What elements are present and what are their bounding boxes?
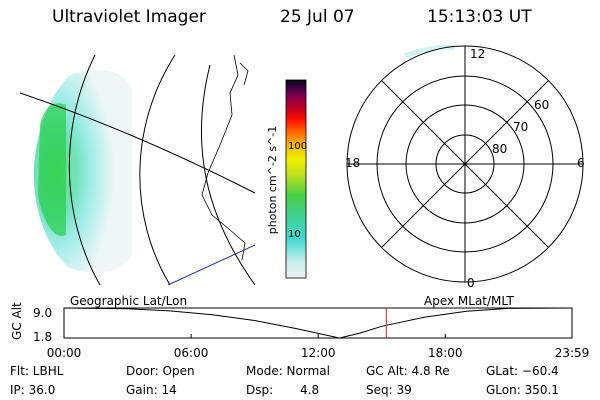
meridian-line xyxy=(201,64,255,285)
meridian-line xyxy=(68,54,101,285)
info-door: Door: Open xyxy=(126,364,195,378)
mlt-label-18: 18 xyxy=(345,156,361,170)
colorbar-tick-10-label: 10 xyxy=(288,229,301,240)
gc-alt-timeline: 00:00 06:00 12:00 18:00 23:59 xyxy=(47,307,590,360)
info-glat: GLat: −60.4 xyxy=(486,364,559,378)
gc-alt-series-line xyxy=(63,307,573,339)
info-mode: Mode: Normal xyxy=(246,364,330,378)
mlt-label-6: 6 xyxy=(577,156,585,170)
colorbar-label: photon cm^-2 s^-1 xyxy=(266,126,279,235)
observation-time: 15:13:03 UT xyxy=(427,7,532,27)
parallel-line xyxy=(20,92,255,194)
aurora-core xyxy=(38,103,66,237)
coastline xyxy=(239,62,249,86)
timeline-tick-label: 18:00 xyxy=(428,346,463,360)
observation-date: 25 Jul 07 xyxy=(280,7,355,27)
mlt-label-12: 12 xyxy=(470,47,486,61)
instrument-title: Ultraviolet Imager xyxy=(52,7,206,27)
info-seq: Seq: 39 xyxy=(366,383,412,397)
info-gain: Gain: 14 xyxy=(126,383,177,397)
colorbar-scale xyxy=(285,79,307,279)
timeline-ticks xyxy=(63,334,573,338)
timeline-ymax: 9.0 xyxy=(33,306,53,320)
timeline-tick-labels: 00:00 06:00 12:00 18:00 23:59 xyxy=(47,346,590,360)
info-dsp-value: 4.8 xyxy=(300,383,320,397)
mlt-label-0: 0 xyxy=(467,276,475,290)
info-filter: Flt: LBHL xyxy=(10,364,64,378)
timeline-tick-label: 06:00 xyxy=(174,346,209,360)
mlat-label-60: 60 xyxy=(534,98,550,112)
info-ip: IP: 36.0 xyxy=(10,383,56,397)
info-dsp-label: Dsp: xyxy=(246,383,274,397)
polar-emission xyxy=(404,45,456,59)
info-glon: GLon: 350.1 xyxy=(486,383,559,397)
timeline-tick-label: 12:00 xyxy=(301,346,336,360)
mlat-label-80: 80 xyxy=(492,142,508,156)
geographic-image-panel xyxy=(20,54,255,285)
coastline xyxy=(201,54,246,261)
info-gc-alt: GC Alt: 4.8 Re xyxy=(366,364,450,378)
colorbar: 100 10 photon cm^-2 s^-1 xyxy=(266,79,307,279)
timeline-tick-label: 23:59 xyxy=(555,346,590,360)
polar-axis-diagonal xyxy=(381,80,549,248)
apex-label: Apex MLat/MLT xyxy=(424,294,514,308)
timeline-tick-label: 00:00 xyxy=(47,346,82,360)
geographic-label: Geographic Lat/Lon xyxy=(70,294,188,308)
terminator-line xyxy=(167,244,255,285)
meridian-line xyxy=(139,54,176,285)
colorbar-tick-100-label: 100 xyxy=(288,141,308,152)
polar-grid-panel xyxy=(346,45,584,283)
timeline-ymin: 1.8 xyxy=(33,330,53,344)
mlat-label-70: 70 xyxy=(513,120,529,134)
